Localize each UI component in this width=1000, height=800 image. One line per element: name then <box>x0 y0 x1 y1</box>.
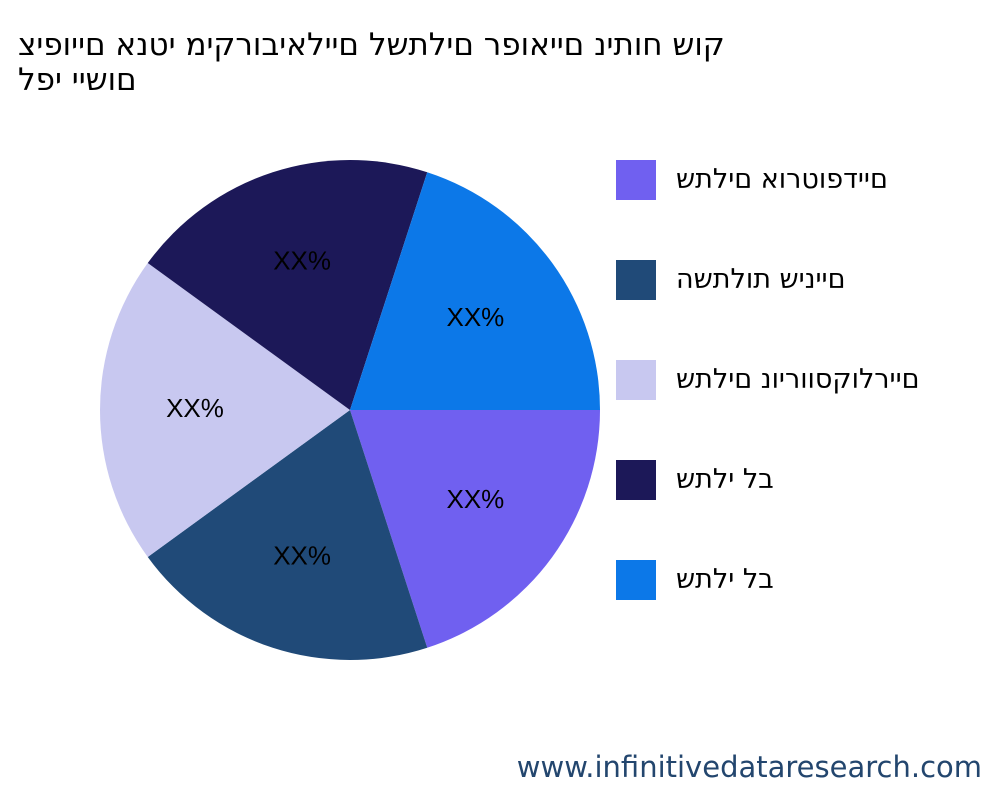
legend-swatch <box>616 260 656 300</box>
slice-data-label: XX% <box>446 302 504 332</box>
legend-label: םייניש תולתשה <box>676 264 846 295</box>
legend-item: םייניש תולתשה <box>616 260 996 360</box>
pie-slice <box>350 172 600 410</box>
slice-data-label: XX% <box>446 484 504 514</box>
legend-label: בל ילתש <box>676 464 774 495</box>
slice-data-label: XX% <box>166 393 224 423</box>
legend-item: בל ילתש <box>616 460 996 560</box>
legend-item: םיירלוקסווריונ םילתש <box>616 360 996 460</box>
footer-url-link[interactable]: www.infinitivedataresearch.com <box>516 750 982 784</box>
legend-label: םיידפוטרוא םילתש <box>676 164 888 195</box>
pie-slice <box>147 410 428 660</box>
legend-item: בל ילתש <box>616 560 996 660</box>
pie-slice <box>147 160 428 410</box>
chart-title: קוש חותינ םייאופר םילתשל םיילאיבורקימ יט… <box>18 27 725 98</box>
legend-item: םיידפוטרוא םילתש <box>616 160 996 260</box>
legend-label: בל ילתש <box>676 564 774 595</box>
legend: םיידפוטרוא םילתש םייניש תולתשה םיירלוקסו… <box>616 160 996 660</box>
slice-data-label: XX% <box>273 245 331 275</box>
pie-slice <box>350 410 600 648</box>
legend-swatch <box>616 360 656 400</box>
slice-data-label: XX% <box>273 540 331 570</box>
legend-label: םיירלוקסווריונ םילתש <box>676 364 920 395</box>
legend-swatch <box>616 160 656 200</box>
pie-slice <box>100 263 350 557</box>
legend-swatch <box>616 560 656 600</box>
legend-swatch <box>616 460 656 500</box>
